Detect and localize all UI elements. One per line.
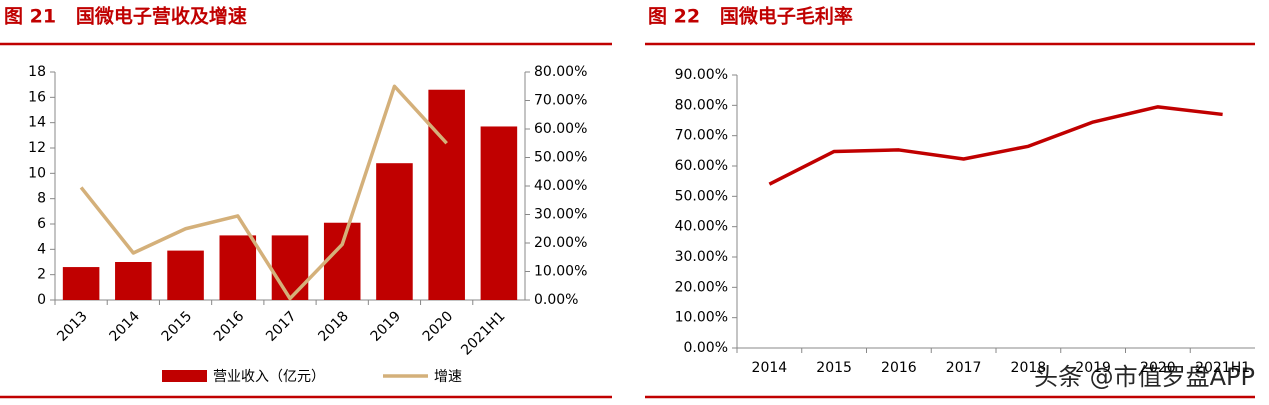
- y-tick-label: 0.00%: [684, 340, 728, 356]
- y-tick-label: 2: [37, 267, 46, 283]
- x-tick-label: 2018: [315, 308, 352, 345]
- y-tick-label: 0: [37, 292, 46, 308]
- y-tick-label: 90.00%: [675, 67, 728, 83]
- y2-tick-label: 60.00%: [534, 121, 587, 137]
- y-tick-label: 18: [28, 64, 46, 80]
- x-tick-label: 2014: [106, 308, 143, 345]
- watermark: 头条 @市值罗盘APP: [1034, 363, 1255, 391]
- y-tick-label: 50.00%: [675, 188, 728, 204]
- bar: [323, 222, 361, 300]
- x-tick-label: 2020: [1140, 360, 1176, 376]
- bar: [271, 235, 309, 300]
- x-tick-label: 2019: [1075, 360, 1111, 376]
- x-tick-label: 2016: [881, 360, 917, 376]
- x-tick-label: 2021H1: [458, 308, 508, 358]
- bar: [167, 250, 204, 300]
- x-tick-label: 2018: [1011, 360, 1047, 376]
- x-tick-label: 2020: [420, 308, 457, 345]
- series-line: [768, 105, 1223, 186]
- y-tick-label: 16: [28, 89, 46, 105]
- bar: [480, 126, 518, 300]
- bar: [115, 262, 152, 300]
- chart-title: 图 21 国微电子营收及增速: [4, 5, 247, 28]
- y2-tick-label: 40.00%: [534, 178, 587, 194]
- y2-tick-label: 10.00%: [534, 264, 587, 280]
- y2-tick-label: 20.00%: [534, 235, 587, 251]
- x-tick-label: 2017: [263, 308, 300, 345]
- y-tick-label: 60.00%: [675, 158, 728, 174]
- y-tick-label: 30.00%: [675, 249, 728, 265]
- y-tick-label: 20.00%: [675, 279, 728, 295]
- y-tick-label: 8: [37, 191, 46, 207]
- legend-swatch: [162, 370, 207, 382]
- bar: [62, 267, 100, 300]
- y-tick-label: 6: [37, 216, 46, 232]
- x-tick-label: 2016: [211, 308, 248, 345]
- legend-label: 营业收入（亿元）: [213, 369, 325, 385]
- y2-tick-label: 70.00%: [534, 93, 587, 109]
- x-tick-label: 2014: [752, 360, 788, 376]
- y2-tick-label: 80.00%: [534, 64, 587, 80]
- x-tick-label: 2015: [816, 360, 852, 376]
- bar: [219, 235, 257, 300]
- y-tick-label: 10.00%: [675, 310, 728, 326]
- bar: [428, 89, 465, 300]
- y-tick-label: 70.00%: [675, 128, 728, 144]
- bar: [376, 163, 413, 300]
- chart-title: 图 22 国微电子毛利率: [648, 5, 853, 28]
- y-tick-label: 14: [28, 115, 46, 131]
- y2-tick-label: 0.00%: [534, 292, 578, 308]
- x-tick-label: 2015: [159, 308, 196, 345]
- y-tick-label: 12: [28, 140, 46, 156]
- x-tick-label: 2017: [946, 360, 982, 376]
- series-line: [79, 84, 448, 301]
- x-tick-label: 2019: [368, 308, 405, 345]
- y-tick-label: 40.00%: [675, 219, 728, 235]
- legend-label: 增速: [434, 369, 462, 385]
- x-tick-label: 2021H1: [1195, 360, 1250, 376]
- y2-tick-label: 50.00%: [534, 150, 587, 166]
- y-tick-label: 4: [37, 241, 46, 257]
- y2-tick-label: 30.00%: [534, 207, 587, 223]
- y-tick-label: 80.00%: [675, 97, 728, 113]
- x-tick-label: 2013: [54, 308, 91, 345]
- y-tick-label: 10: [28, 165, 46, 181]
